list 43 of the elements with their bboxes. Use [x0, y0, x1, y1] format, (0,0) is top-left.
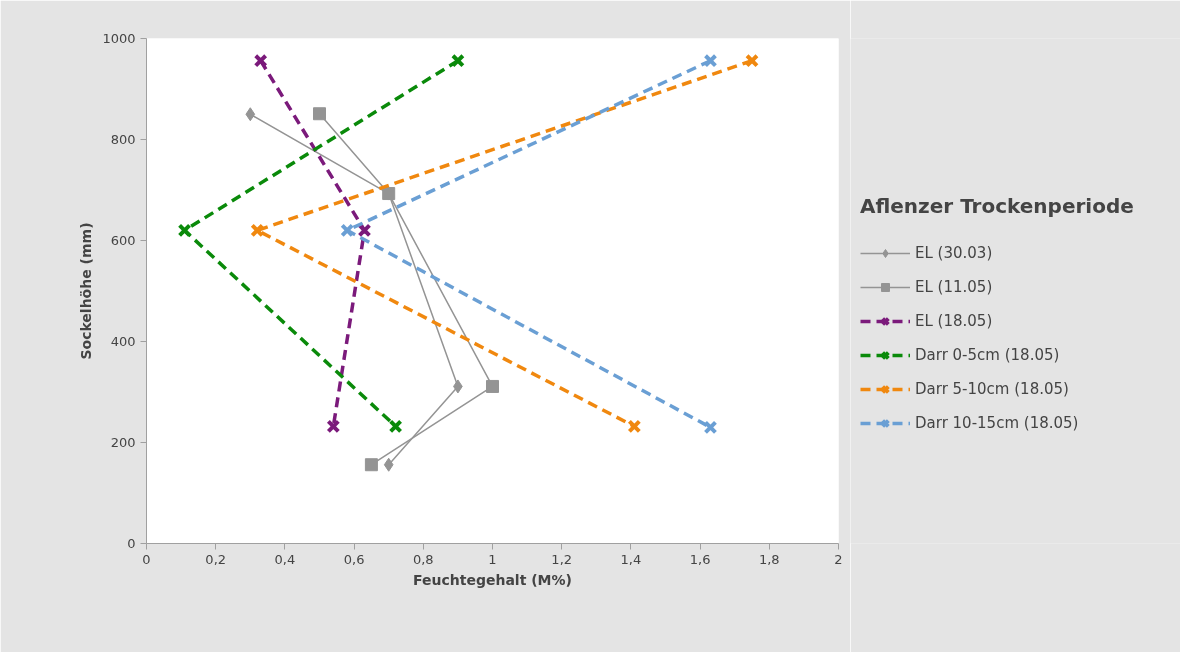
x-tick-label: 0,4 — [274, 551, 296, 567]
legend-label: EL (18.05) — [915, 312, 993, 330]
x-axis-title: Feuchtegehalt (M%) — [413, 571, 572, 588]
legend-label: EL (11.05) — [915, 278, 993, 296]
x-tick-label: 1,6 — [689, 551, 711, 567]
x-tick-label: 1,8 — [758, 551, 780, 567]
x-tick-label: 1 — [488, 551, 497, 567]
point — [383, 457, 394, 472]
y-tick-label: 200 — [110, 435, 136, 450]
x-tick-label: 0,8 — [412, 551, 434, 567]
x-tick-label: 1,4 — [620, 551, 642, 567]
y-axis-title: Sockelhöhe (mm) — [78, 222, 95, 360]
point — [253, 53, 268, 68]
point — [177, 223, 192, 238]
x-tick-label: 1,2 — [551, 551, 573, 567]
y-tick-label: 400 — [110, 334, 136, 349]
point — [326, 419, 341, 434]
point — [340, 223, 355, 238]
point — [245, 107, 256, 122]
legend-title: Aflenzer Trockenperiode — [860, 194, 1134, 218]
point — [627, 419, 642, 434]
y-tick-label: 1000 — [102, 31, 136, 46]
point — [250, 223, 265, 238]
y-tick-label: 600 — [110, 233, 136, 248]
y-tick-label: 800 — [110, 132, 136, 147]
point — [357, 223, 372, 238]
x-tick-label: 0,6 — [343, 551, 365, 567]
point — [703, 53, 718, 68]
point — [703, 420, 718, 435]
point — [313, 107, 326, 121]
x-tick-label: 0 — [142, 551, 151, 567]
x-tick-label: 0,2 — [205, 551, 227, 567]
point — [745, 53, 759, 68]
point — [388, 419, 403, 434]
legend-label: Darr 5-10cm (18.05) — [915, 380, 1069, 398]
point — [450, 53, 465, 68]
x-tick-label: 2 — [834, 551, 843, 567]
y-tick-label: 0 — [127, 536, 136, 551]
legend-label: Darr 10-15cm (18.05) — [915, 414, 1079, 432]
point — [486, 379, 499, 393]
point — [364, 458, 378, 472]
legend-label: EL (30.03) — [915, 244, 993, 262]
legend-label: Darr 0-5cm (18.05) — [915, 346, 1060, 364]
